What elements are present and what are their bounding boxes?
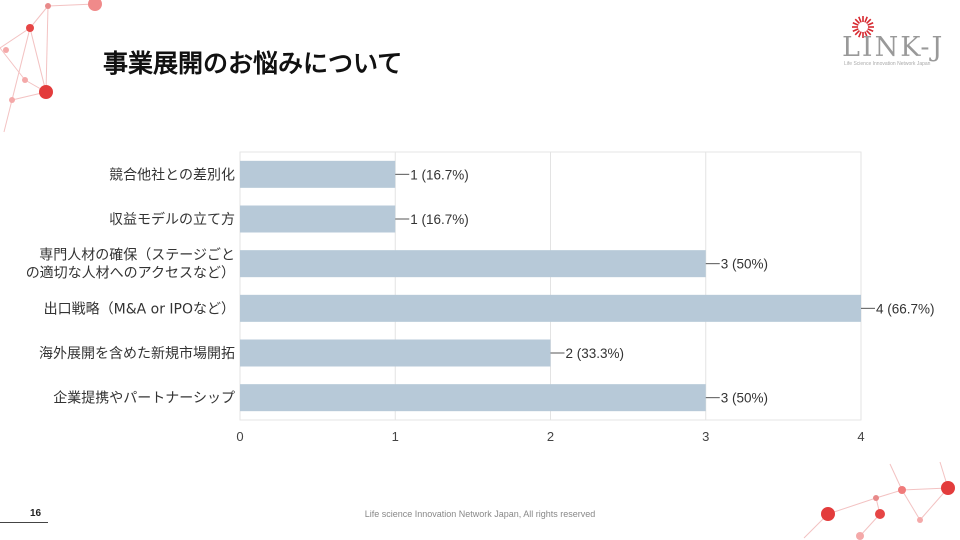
- bar: [240, 160, 396, 188]
- x-tick-label: 3: [702, 429, 709, 444]
- data-label: 1 (16.7%): [410, 212, 469, 227]
- data-label: 4 (66.7%): [876, 301, 935, 316]
- logo-text: LINK-J: [842, 32, 945, 63]
- x-tick-label: 1: [392, 429, 399, 444]
- category-label: 出口戦略（M&A or IPOなど）: [44, 301, 235, 317]
- bar: [240, 250, 706, 278]
- page-number-underline: [0, 522, 48, 523]
- bar: [240, 294, 861, 322]
- sunburst-ray: [864, 16, 868, 23]
- sunburst-icon: [852, 16, 874, 38]
- sunburst-ray: [854, 29, 861, 36]
- x-tick-label: 2: [547, 429, 554, 444]
- link-j-logo: LINK-J Life Science Innovation Network J…: [838, 14, 948, 70]
- data-label: 1 (16.7%): [410, 167, 469, 182]
- data-label: 3 (50%): [721, 391, 768, 406]
- sunburst-ray: [852, 28, 859, 32]
- category-label: 企業提携やパートナーシップ: [53, 390, 235, 407]
- sunburst-ray: [865, 29, 872, 36]
- logo-subtitle: Life Science Innovation Network Japan: [844, 61, 931, 67]
- network-decoration-bottom-right: [803, 461, 955, 540]
- data-label: 2 (33.3%): [566, 346, 625, 361]
- category-label: の適切な人材へのアクセスなど）: [26, 265, 235, 282]
- x-tick-label: 4: [857, 429, 864, 444]
- x-tick-label: 0: [236, 429, 243, 444]
- slide-title: 事業展開のお悩みについて: [103, 49, 403, 78]
- sunburst-ray: [864, 31, 868, 38]
- category-label: 収益モデルの立て方: [109, 211, 235, 228]
- network-decoration-top-left: [0, 0, 102, 133]
- sunburst-ray: [865, 18, 872, 25]
- category-label: 競合他社との差別化: [109, 167, 235, 183]
- page-number: 16: [30, 508, 42, 519]
- sunburst-ray: [854, 18, 861, 25]
- bar: [240, 205, 396, 233]
- bar: [240, 384, 706, 412]
- data-label: 3 (50%): [721, 257, 768, 272]
- sunburst-ray: [852, 22, 859, 26]
- bar: [240, 339, 551, 367]
- category-label: 海外展開を含めた新規市場開拓: [39, 345, 235, 362]
- sunburst-ray: [858, 16, 862, 23]
- category-label: 専門人材の確保（ステージごと: [39, 248, 235, 264]
- sunburst-ray: [867, 28, 874, 32]
- bar-chart: 0 1 2 3 4 1 (16.7%) 競合他社との差別化 1 (16.7%) 収益モデルの立て…: [26, 151, 935, 444]
- sunburst-ray: [867, 22, 874, 26]
- sunburst-ray: [858, 31, 862, 38]
- footer-copyright: Life science Innovation Network Japan, A…: [364, 509, 596, 519]
